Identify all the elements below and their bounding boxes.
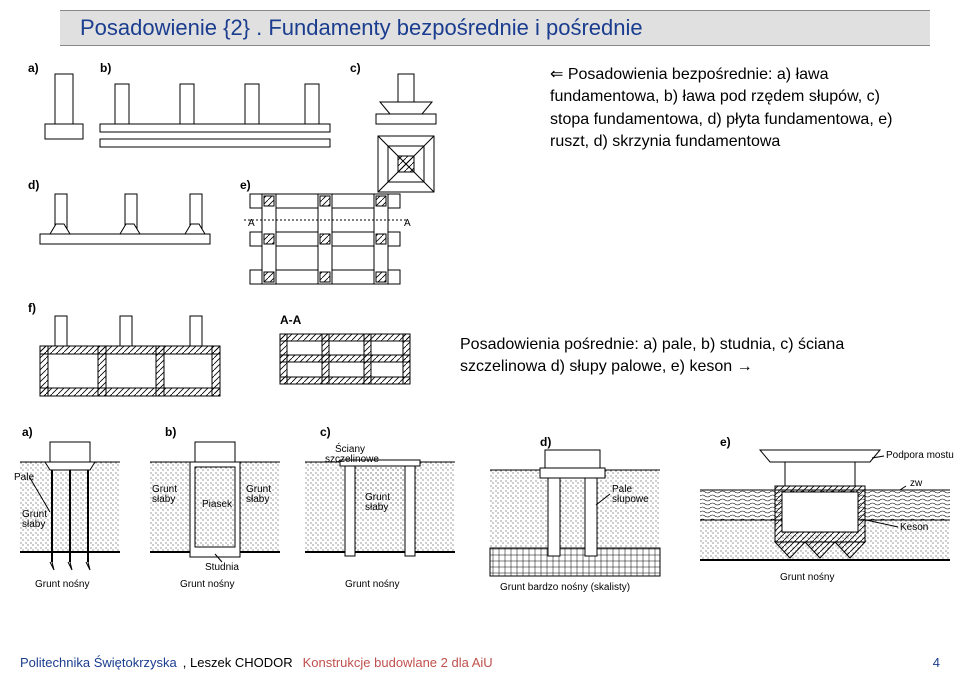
svg-text:Studnia: Studnia (205, 562, 239, 573)
svg-text:Keson: Keson (900, 522, 928, 533)
label-be: e) (720, 435, 731, 449)
page-title: Posadowienie {2} . Fundamenty bezpośredn… (80, 15, 643, 41)
title-bar: Posadowienie {2} . Fundamenty bezpośredn… (60, 10, 930, 46)
svg-text:Grunt bardzo nośny (skalisty): Grunt bardzo nośny (skalisty) (500, 582, 630, 593)
label-bc: c) (320, 425, 331, 439)
svg-text:słaby: słaby (152, 494, 175, 505)
svg-text:zw: zw (910, 478, 923, 489)
label-b: b) (100, 61, 111, 75)
label-c: c) (350, 61, 361, 75)
svg-text:słupowe: słupowe (612, 494, 649, 505)
diagram-indirect-foundations: a) Pale Grunt słaby Grunt nośny b) (0, 422, 960, 602)
svg-text:Pale: Pale (14, 472, 34, 483)
label-bd: d) (540, 435, 551, 449)
diagram-box-foundation: f) A-A (20, 294, 440, 414)
label-f: f) (28, 301, 36, 315)
footer-university: Politechnika Świętokrzyska (20, 655, 177, 670)
label-a: a) (28, 61, 39, 75)
svg-text:Grunt nośny: Grunt nośny (35, 579, 89, 590)
desc-direct-text: Posadowienia bezpośrednie: a) ława funda… (550, 66, 892, 150)
label-ba: a) (22, 425, 33, 439)
svg-text:Grunt nośny: Grunt nośny (180, 579, 234, 590)
desc-indirect: Posadowienia pośrednie: a) pale, b) stud… (440, 294, 940, 414)
footer-author: , Leszek CHODOR (183, 655, 293, 670)
desc-direct: ⇐ Posadowienia bezpośrednie: a) ława fun… (540, 54, 940, 294)
svg-text:słaby: słaby (22, 519, 45, 530)
svg-text:szczelinowe: szczelinowe (325, 454, 379, 465)
svg-text:Podpora mostu: Podpora mostu (886, 450, 954, 461)
diagram-direct-foundations: a) b) c) (20, 54, 540, 294)
footer: Politechnika Świętokrzyska , Leszek CHOD… (20, 655, 940, 670)
desc-indirect-text: Posadowienia pośrednie: a) pale, b) stud… (460, 336, 844, 375)
label-e: e) (240, 178, 251, 192)
label-d: d) (28, 178, 39, 192)
svg-text:Grunt nośny: Grunt nośny (345, 579, 399, 590)
svg-text:słaby: słaby (246, 494, 269, 505)
label-aa: A-A (280, 313, 302, 327)
arrow-left-icon: ⇐ (550, 66, 568, 83)
svg-text:Piasek: Piasek (202, 499, 233, 510)
svg-text:słaby: słaby (365, 502, 388, 513)
label-bb: b) (165, 425, 176, 439)
footer-page: 4 (933, 655, 940, 670)
footer-course: Konstrukcje budowlane 2 dla AiU (303, 655, 493, 670)
svg-text:Grunt nośny: Grunt nośny (780, 572, 834, 583)
